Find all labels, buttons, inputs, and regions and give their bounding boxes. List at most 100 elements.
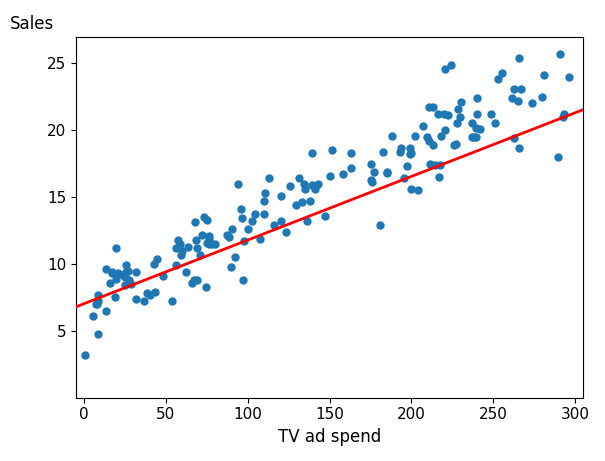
Point [297,199,307,206]
Point [431,161,440,169]
Point [226,263,236,270]
Point [260,189,270,197]
Point [320,212,330,219]
Point [94,298,103,305]
Point [192,276,202,284]
Point [497,69,507,77]
Point [80,351,90,359]
Point [259,197,269,205]
Point [110,294,120,301]
Point [145,291,155,298]
Point [456,98,465,106]
Point [527,100,537,107]
Point [471,124,480,131]
Point [171,261,181,269]
Point [489,120,499,127]
Point [111,275,121,282]
Point [507,95,517,102]
Point [471,133,481,141]
Point [472,95,482,102]
Point [259,211,269,218]
Point [231,254,240,261]
Point [405,144,414,151]
Point [428,141,438,148]
Point [440,126,450,134]
Point [255,235,264,242]
Point [347,164,356,171]
Point [382,169,391,177]
Point [553,153,563,160]
Point [424,104,434,111]
Point [469,133,479,141]
Point [425,160,435,167]
Point [327,147,337,154]
Point [236,206,246,213]
Point [159,272,168,280]
Point [413,187,423,194]
Point [424,137,434,145]
Point [195,251,204,258]
Point [126,280,136,288]
Point [375,221,385,229]
Point [440,65,450,72]
Point [446,61,456,68]
Point [191,236,201,243]
Point [121,261,131,269]
Point [238,276,248,284]
Point [443,112,453,119]
Point [516,85,526,92]
Point [468,120,477,127]
Point [402,163,412,170]
Point [558,113,568,120]
Point [177,247,186,254]
Point [405,151,414,158]
Point [366,160,376,167]
Point [124,276,134,284]
Point [108,270,117,277]
Point [247,218,257,225]
Point [347,149,356,157]
Point [208,240,217,248]
Point [406,185,416,193]
Point [453,105,462,112]
Point [378,148,388,155]
Point [294,175,304,182]
Point [313,180,322,187]
Point [422,133,432,141]
Point [468,133,477,141]
Text: Sales: Sales [10,15,54,33]
Point [285,183,295,190]
Point [399,175,408,182]
Point [475,125,485,132]
Point [93,291,103,298]
Point [105,279,114,286]
Point [167,298,177,305]
Point [509,85,518,92]
Point [224,234,234,241]
Point [555,50,564,58]
Point [150,289,160,296]
Point [152,255,162,262]
Point [564,73,574,80]
Point [451,140,460,147]
Point [175,240,185,248]
Point [453,120,462,127]
Point [107,268,117,276]
Point [250,211,260,218]
Point [174,236,183,243]
Point [434,173,443,181]
Point [239,237,249,245]
Point [428,104,438,111]
Point [437,132,446,139]
X-axis label: TV ad spend: TV ad spend [278,428,381,446]
Point [93,330,103,337]
Point [227,225,237,233]
Point [113,270,123,277]
Point [264,175,273,182]
Point [192,244,202,252]
Point [120,274,130,281]
Point [203,239,212,246]
Point [202,216,212,224]
Point [301,185,310,193]
Point [149,260,159,268]
